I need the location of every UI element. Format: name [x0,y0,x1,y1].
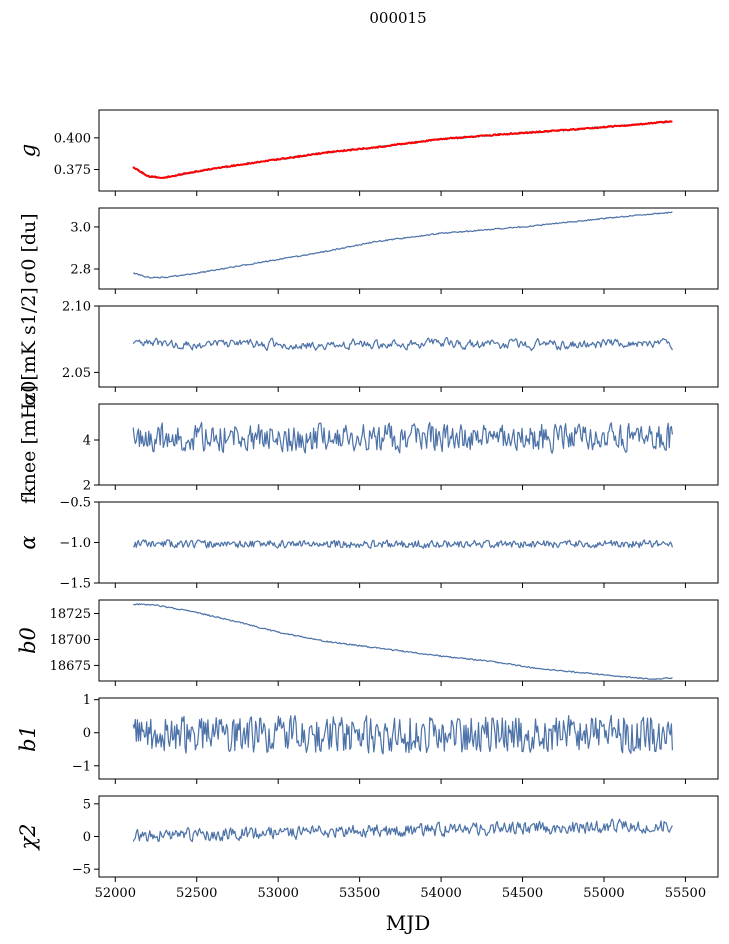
axes-frame [98,109,719,192]
series-line [132,714,673,755]
panel-sigma0-phys: 2.05 2.10 σ0[mK s1/2] [18,287,719,406]
axes-frame [98,697,719,780]
y-tick-label: 18725 [50,607,91,622]
x-tick-label: 52000 [95,886,136,901]
y-axis-label: χ2 [16,823,40,851]
y-tick-label: 18675 [50,659,91,674]
panel-fknee: 2 4 fknee [mHz] [18,385,719,504]
y-tick-label: −5 [72,863,91,878]
y-axis-label: g [16,144,40,157]
y-tick-label: 3.0 [70,220,91,235]
series-line [132,211,673,279]
y-tick-label: −1.5 [59,577,91,592]
panel-sigma0: 2.8 3.0 σ0 [du] [18,207,719,294]
panel-alpha: −1.5 −1.0 −0.5 α [16,496,719,592]
panels: 0.375 0.400 g 2.8 3.0 σ0 [du] 2.05 2.10 σ0[mK s1… [16,109,719,901]
y-tick-label: −1.0 [59,536,91,551]
y-tick-label: 0 [83,726,91,741]
y-axis-label: α [16,535,40,549]
figure-title: 000015 [369,9,426,27]
panel-g: 0.375 0.400 g [16,109,719,196]
series-line [132,539,673,549]
series-line [132,120,673,180]
y-tick-label: 2 [83,479,91,494]
x-tick-label: 52500 [176,886,217,901]
panel-b1: −1 0 1 b1 [16,693,719,784]
axes-frame [98,599,719,682]
series-line [133,603,673,680]
axes-frame [98,305,719,388]
y-tick-label: 0.400 [54,131,91,146]
axes-frame [98,795,719,878]
y-tick-label: 5 [83,797,91,812]
y-tick-label: 2.10 [62,300,91,315]
y-tick-label: 2.8 [70,263,91,278]
y-tick-label: 18700 [50,633,91,648]
series-line [132,818,673,843]
series-line [132,336,673,352]
y-axis-label: b1 [16,725,40,752]
x-tick-label: 54500 [502,886,543,901]
y-tick-label: 0 [83,830,91,845]
y-tick-label: 2.05 [62,366,91,381]
y-tick-label: −1 [72,759,91,774]
x-tick-label: 54000 [420,886,461,901]
series-line [132,421,673,454]
panel-chi2: −5 0 5 52000 52500 53000 53500 54000 54500 55000 5… [16,795,719,901]
axes-frame [98,403,719,486]
y-axis-label: σ0[mK s1/2] [18,287,40,405]
y-axis-label: b0 [16,627,40,654]
x-axis-label: MJD [386,911,431,935]
y-tick-label: −0.5 [59,496,91,511]
panel-b0: 18675 18700 18725 b0 [16,599,719,686]
x-tick-label: 55000 [583,886,624,901]
y-tick-label: 0.375 [54,163,91,178]
y-axis-label: fknee [mHz] [18,385,40,504]
axes-frame [98,207,719,290]
y-tick-label: 1 [83,693,91,708]
y-axis-label: σ0 [du] [18,213,40,283]
y-tick-label: 4 [83,434,91,449]
x-tick-label: 53000 [258,886,299,901]
x-tick-label: 53500 [339,886,380,901]
x-tick-label: 55500 [665,886,706,901]
